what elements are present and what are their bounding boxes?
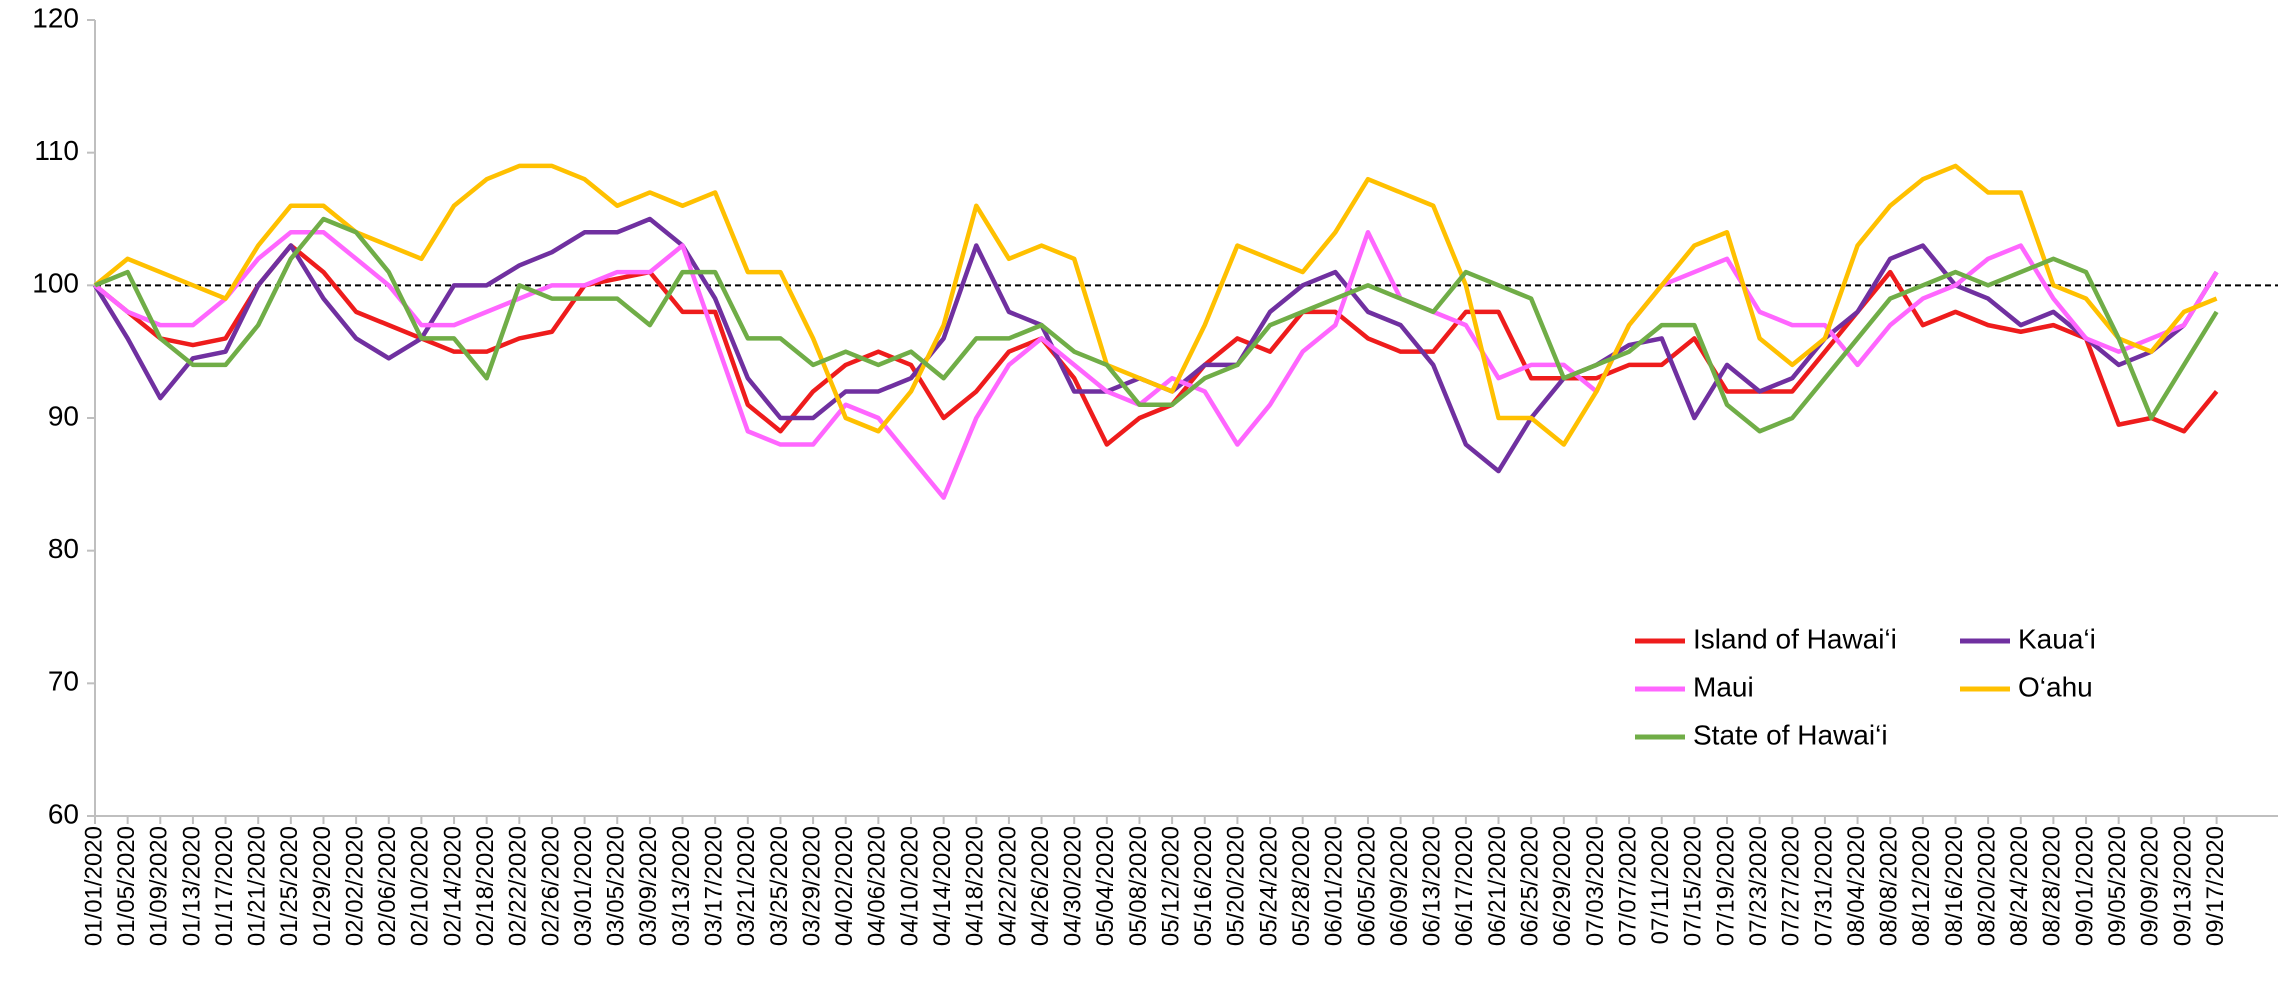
x-tick-label: 03/29/2020 bbox=[798, 826, 825, 946]
series-line bbox=[94, 216, 2219, 434]
x-tick-label: 08/12/2020 bbox=[1908, 826, 1935, 946]
x-tick-label: 04/02/2020 bbox=[831, 826, 858, 946]
x-tick-label: 08/28/2020 bbox=[2039, 826, 2066, 946]
x-tick-label: 04/26/2020 bbox=[1027, 826, 1054, 946]
legend-label: Kaua‘i bbox=[2018, 623, 2096, 654]
x-tick-label: 05/12/2020 bbox=[1157, 826, 1184, 946]
x-tick-label: 01/29/2020 bbox=[309, 826, 336, 946]
x-tick-label: 06/01/2020 bbox=[1321, 826, 1348, 946]
x-tick-label: 03/01/2020 bbox=[570, 826, 597, 946]
x-tick-label: 02/14/2020 bbox=[439, 826, 466, 946]
x-tick-label: 07/15/2020 bbox=[1680, 826, 1707, 946]
x-tick-label: 01/13/2020 bbox=[178, 826, 205, 946]
y-tick-label: 110 bbox=[34, 135, 79, 166]
x-tick-label: 07/11/2020 bbox=[1647, 826, 1674, 944]
x-tick-label: 02/10/2020 bbox=[407, 826, 434, 946]
x-tick-label: 01/09/2020 bbox=[146, 826, 173, 946]
x-tick-label: 06/21/2020 bbox=[1484, 826, 1511, 946]
x-tick-label: 05/28/2020 bbox=[1288, 826, 1315, 946]
y-tick-label: 120 bbox=[32, 2, 79, 33]
x-tick-label: 04/18/2020 bbox=[962, 826, 989, 946]
x-tick-label: 02/22/2020 bbox=[505, 826, 532, 946]
x-tick-label: 04/14/2020 bbox=[929, 826, 956, 946]
x-tick-label: 01/21/2020 bbox=[244, 826, 271, 946]
x-tick-label: 04/06/2020 bbox=[864, 826, 891, 946]
x-tick-label: 01/17/2020 bbox=[211, 826, 238, 946]
x-tick-label: 03/25/2020 bbox=[766, 826, 793, 946]
x-tick-label: 03/05/2020 bbox=[603, 826, 630, 946]
x-tick-label: 01/05/2020 bbox=[113, 826, 140, 946]
y-tick-label: 70 bbox=[48, 666, 79, 697]
x-tick-label: 03/13/2020 bbox=[668, 826, 695, 946]
x-tick-label: 08/24/2020 bbox=[2006, 826, 2033, 946]
x-tick-label: 08/20/2020 bbox=[1973, 826, 2000, 946]
x-tick-label: 02/02/2020 bbox=[341, 826, 368, 946]
x-tick-label: 09/01/2020 bbox=[2071, 826, 2098, 946]
x-tick-label: 08/16/2020 bbox=[1941, 826, 1968, 946]
y-tick-label: 80 bbox=[48, 533, 79, 564]
x-tick-label: 05/16/2020 bbox=[1190, 826, 1217, 946]
x-tick-label: 02/26/2020 bbox=[537, 826, 564, 946]
x-tick-label: 03/17/2020 bbox=[701, 826, 728, 946]
x-tick-label: 04/22/2020 bbox=[994, 826, 1021, 946]
legend-label: O‘ahu bbox=[2018, 671, 2093, 702]
x-tick-label: 02/18/2020 bbox=[472, 826, 499, 946]
x-tick-label: 06/13/2020 bbox=[1419, 826, 1446, 946]
x-tick-label: 05/08/2020 bbox=[1125, 826, 1152, 946]
x-tick-label: 04/10/2020 bbox=[896, 826, 923, 946]
y-tick-label: 100 bbox=[32, 268, 79, 299]
x-tick-label: 06/09/2020 bbox=[1386, 826, 1413, 946]
series-line bbox=[93, 230, 2219, 500]
x-tick-label: 07/23/2020 bbox=[1745, 826, 1772, 946]
x-tick-label: 07/03/2020 bbox=[1582, 826, 1609, 946]
x-tick-label: 08/04/2020 bbox=[1843, 826, 1870, 946]
x-tick-label: 07/07/2020 bbox=[1614, 826, 1641, 946]
x-tick-label: 06/29/2020 bbox=[1549, 826, 1576, 946]
legend-label: Island of Hawai‘i bbox=[1693, 623, 1897, 654]
x-tick-label: 05/24/2020 bbox=[1255, 826, 1282, 946]
x-tick-label: 02/06/2020 bbox=[374, 826, 401, 946]
x-tick-label: 04/30/2020 bbox=[1060, 826, 1087, 946]
x-tick-label: 09/05/2020 bbox=[2104, 826, 2131, 946]
x-tick-label: 06/17/2020 bbox=[1451, 826, 1478, 946]
x-tick-label: 09/13/2020 bbox=[2169, 826, 2196, 946]
legend-label: Maui bbox=[1693, 671, 1754, 702]
x-tick-label: 06/25/2020 bbox=[1517, 826, 1544, 946]
legend-label: State of Hawai‘i bbox=[1693, 719, 1888, 750]
x-tick-label: 05/04/2020 bbox=[1092, 826, 1119, 946]
x-tick-label: 09/17/2020 bbox=[2202, 826, 2229, 946]
x-tick-label: 01/01/2020 bbox=[80, 826, 107, 946]
x-tick-label: 08/08/2020 bbox=[1876, 826, 1903, 946]
series-line bbox=[93, 163, 2218, 447]
x-tick-label: 05/20/2020 bbox=[1223, 826, 1250, 946]
x-tick-label: 07/27/2020 bbox=[1778, 826, 1805, 946]
y-tick-label: 90 bbox=[48, 400, 79, 431]
x-tick-label: 01/25/2020 bbox=[276, 826, 303, 946]
y-tick-label: 60 bbox=[48, 798, 79, 829]
x-tick-label: 07/19/2020 bbox=[1712, 826, 1739, 946]
x-tick-label: 03/09/2020 bbox=[635, 826, 662, 946]
x-tick-label: 06/05/2020 bbox=[1353, 826, 1380, 946]
x-tick-label: 03/21/2020 bbox=[733, 826, 760, 946]
x-tick-label: 09/09/2020 bbox=[2137, 826, 2164, 946]
x-tick-label: 07/31/2020 bbox=[1810, 826, 1837, 946]
